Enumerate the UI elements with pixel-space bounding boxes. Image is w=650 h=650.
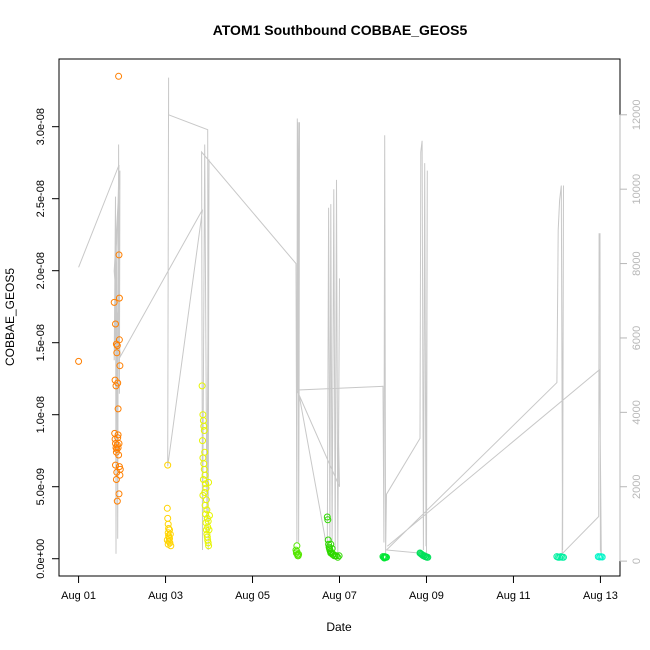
data-point bbox=[598, 553, 606, 561]
y2-tick-label: 12000 bbox=[631, 99, 643, 130]
data-point bbox=[200, 422, 208, 430]
y-tick-label: 2.0e-08 bbox=[35, 252, 47, 289]
y2-tick-label: 0 bbox=[631, 558, 643, 564]
data-point bbox=[164, 514, 172, 522]
data-point bbox=[328, 545, 336, 553]
data-point bbox=[164, 461, 172, 469]
data-point bbox=[201, 501, 209, 509]
x-tick-label: Aug 03 bbox=[148, 590, 183, 602]
data-point bbox=[115, 336, 123, 344]
data-point bbox=[112, 461, 119, 469]
y2-tick-label: 8000 bbox=[631, 251, 643, 275]
data-point bbox=[200, 427, 208, 434]
data-point bbox=[327, 540, 335, 548]
data-point bbox=[204, 539, 212, 547]
data-point bbox=[113, 441, 121, 449]
y-axis-title: COBBAE_GEOS5 bbox=[3, 268, 17, 366]
y2-tick-label: 2000 bbox=[631, 474, 643, 498]
data-point bbox=[163, 504, 171, 512]
y-axis-left: 0.0e+00 5.0e-09 1.0e-08 1.5e-08 2.0e-08 2.5e-… bbox=[35, 108, 60, 579]
data-point bbox=[110, 298, 118, 306]
data-point bbox=[335, 552, 343, 560]
data-point bbox=[115, 490, 123, 498]
data-point bbox=[380, 554, 388, 562]
data-point bbox=[115, 294, 123, 302]
data-point bbox=[203, 506, 211, 514]
y-tick-label: 5.0e-09 bbox=[35, 468, 47, 505]
x-tick-label: Aug 13 bbox=[583, 590, 618, 602]
data-point bbox=[199, 491, 207, 499]
x-tick-label: Aug 01 bbox=[61, 590, 96, 602]
data-point bbox=[333, 552, 340, 560]
data-point bbox=[205, 526, 213, 534]
x-tick-label: Aug 05 bbox=[235, 590, 270, 602]
y2-tick-label: 6000 bbox=[631, 326, 643, 350]
data-point bbox=[204, 517, 212, 525]
data-point bbox=[165, 537, 173, 545]
data-point bbox=[166, 530, 174, 538]
data-point bbox=[163, 536, 171, 544]
data-point bbox=[202, 526, 210, 534]
x-tick-label: Aug 11 bbox=[496, 590, 530, 602]
data-point bbox=[75, 357, 83, 365]
x-axis-title: Date bbox=[326, 620, 352, 634]
y-tick-label: 0.0e+00 bbox=[35, 539, 47, 579]
data-point bbox=[113, 468, 121, 476]
data-point bbox=[200, 460, 208, 468]
data-point bbox=[199, 476, 207, 483]
points-layer bbox=[75, 72, 606, 562]
data-point bbox=[424, 553, 432, 561]
data-point bbox=[323, 513, 331, 521]
data-point bbox=[112, 382, 120, 390]
data-point bbox=[205, 542, 213, 550]
data-point bbox=[113, 349, 121, 357]
x-tick-label: Aug 07 bbox=[322, 590, 357, 602]
y-tick-label: 1.0e-08 bbox=[35, 396, 47, 433]
data-point bbox=[205, 478, 213, 486]
data-point bbox=[115, 440, 123, 447]
data-point bbox=[334, 553, 342, 561]
data-point bbox=[115, 451, 123, 459]
data-point bbox=[560, 553, 567, 561]
data-point bbox=[167, 542, 175, 550]
y-tick-label: 2.5e-08 bbox=[35, 180, 47, 217]
data-point bbox=[113, 497, 121, 505]
y-tick-label: 3.0e-08 bbox=[35, 108, 47, 145]
chart-title: ATOM1 Southbound COBBAE_GEOS5 bbox=[213, 22, 468, 38]
data-point bbox=[112, 320, 119, 328]
altitude-trace-line bbox=[78, 77, 602, 555]
data-point bbox=[116, 362, 124, 370]
data-point bbox=[112, 476, 120, 483]
data-point bbox=[198, 382, 206, 390]
data-point bbox=[114, 444, 122, 452]
x-axis: Aug 01 Aug 03 Aug 05 Aug 07 Aug 09 Aug 11 Aug … bbox=[61, 575, 618, 602]
data-point bbox=[113, 342, 121, 350]
data-point bbox=[199, 437, 206, 445]
data-point bbox=[324, 516, 332, 524]
altitude-trace-layer bbox=[78, 77, 602, 555]
data-point bbox=[114, 431, 122, 439]
data-point bbox=[293, 548, 301, 555]
x-tick-label: Aug 09 bbox=[409, 590, 444, 602]
y2-tick-label: 10000 bbox=[631, 174, 643, 205]
y-tick-label: 1.5e-08 bbox=[35, 324, 47, 361]
data-point bbox=[202, 484, 210, 492]
y-axis-right: 0 2000 4000 6000 8000 10000 12000 bbox=[619, 99, 643, 564]
data-point bbox=[115, 251, 123, 259]
y2-tick-label: 4000 bbox=[631, 400, 643, 424]
data-point bbox=[115, 72, 123, 80]
data-point bbox=[202, 510, 210, 518]
data-point bbox=[114, 405, 122, 413]
data-point bbox=[166, 526, 173, 534]
data-point bbox=[201, 471, 209, 479]
